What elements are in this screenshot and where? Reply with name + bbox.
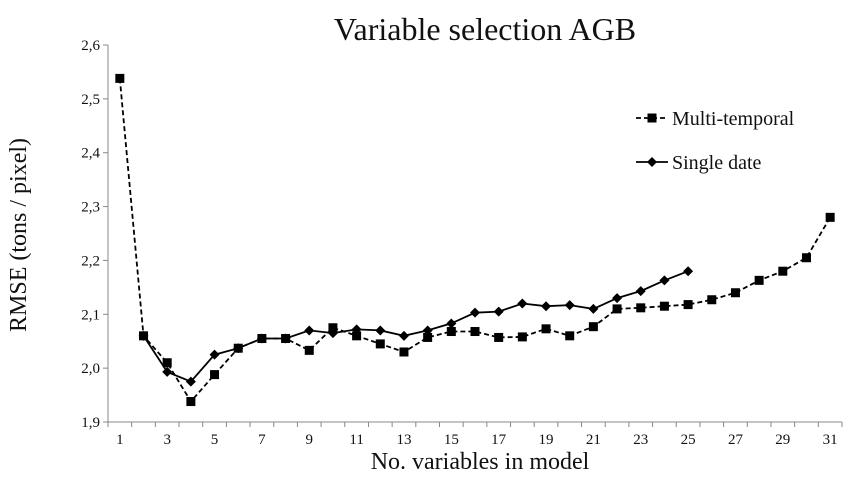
data-point-single-date [635,286,646,297]
y-axis-ticks: 1,9 2,0 2,1 2,2 2,3 2,4 2,5 2,6 [81,38,108,431]
data-point-single-date [375,325,386,336]
x-tick-label: 3 [163,432,171,448]
data-point-single-date [398,330,409,341]
data-point-multi-temporal [612,304,622,314]
data-point-single-date [541,301,552,312]
data-point-single-date [327,328,338,339]
y-tick-label: 2,4 [81,146,100,162]
data-point-multi-temporal [707,295,717,305]
data-point-single-date [517,298,528,309]
legend-marker-single-date [647,157,657,167]
data-point-single-date [138,330,149,341]
data-point-single-date [446,318,457,329]
data-point-single-date [422,325,433,336]
x-tick-label: 9 [306,432,314,448]
legend-item-multi-temporal: Multi-temporal [636,108,795,130]
data-point-single-date [280,333,291,344]
data-point-multi-temporal [801,253,811,263]
x-tick-label: 25 [681,432,696,448]
data-point-single-date [493,306,504,317]
data-point-single-date [564,300,575,311]
data-point-multi-temporal [162,358,172,368]
x-tick-label: 13 [396,432,411,448]
data-point-multi-temporal [565,331,575,341]
data-point-multi-temporal [541,324,551,334]
x-tick-label: 5 [211,432,219,448]
data-point-multi-temporal [304,345,314,355]
data-point-single-date [185,376,196,387]
x-tick-label: 19 [539,432,554,448]
data-point-multi-temporal [494,332,504,342]
series-layer [115,73,835,407]
data-point-multi-temporal [636,303,646,313]
x-tick-label: 31 [823,432,838,448]
data-point-single-date [162,366,173,377]
data-point-multi-temporal [778,266,788,276]
data-point-multi-temporal [399,347,409,357]
data-point-single-date [256,333,267,344]
x-tick-label: 15 [444,432,459,448]
y-tick-label: 2,6 [81,38,100,54]
legend-marker-multi-temporal [647,113,657,123]
legend: Multi-temporal Single date [636,108,795,174]
data-point-multi-temporal [186,397,196,407]
legend-item-single-date: Single date [636,152,762,174]
y-tick-label: 1,9 [81,415,100,431]
data-point-single-date [588,303,599,314]
data-point-single-date [683,266,694,277]
data-point-multi-temporal [328,323,338,333]
series-line-single-date [142,270,689,383]
data-point-multi-temporal [446,327,456,337]
legend-label-multi-temporal: Multi-temporal [672,108,795,130]
data-point-multi-temporal [730,288,740,298]
legend-label-single-date: Single date [672,152,762,174]
x-tick-label: 29 [775,432,790,448]
data-point-multi-temporal [423,332,433,342]
data-point-multi-temporal [352,331,362,341]
data-point-single-date [233,343,244,354]
x-tick-label: 17 [491,432,507,448]
x-axis-ticks: 1 3 5 7 9 11 13 15 17 19 21 23 25 27 29 31 [107,422,843,448]
data-point-multi-temporal [210,370,220,380]
x-axis-title: No. variables in model [371,449,590,475]
data-point-multi-temporal [825,212,835,222]
data-point-single-date [612,293,623,304]
x-tick-label: 11 [349,432,363,448]
data-point-multi-temporal [517,332,527,342]
y-tick-label: 2,0 [81,361,100,377]
y-tick-label: 2,1 [81,307,100,323]
x-tick-label: 23 [633,432,648,448]
data-point-single-date [659,275,670,286]
y-tick-label: 2,3 [81,200,100,216]
data-point-multi-temporal [659,301,669,311]
data-point-single-date [351,324,362,335]
data-point-multi-temporal [375,339,385,349]
chart-title: Variable selection AGB [334,11,636,47]
x-tick-label: 1 [116,432,124,448]
data-point-multi-temporal [683,300,693,310]
x-tick-label: 7 [258,432,266,448]
data-point-single-date [209,349,220,360]
data-point-multi-temporal [115,73,125,83]
data-point-single-date [470,307,480,318]
data-point-multi-temporal [470,327,480,337]
y-tick-label: 2,5 [81,92,100,108]
x-tick-label: 21 [586,432,601,448]
y-tick-label: 2,2 [81,253,100,269]
series-single-date [138,266,694,387]
data-point-single-date [304,325,315,336]
data-point-multi-temporal [754,275,764,285]
x-tick-label: 27 [728,432,744,448]
data-point-multi-temporal [588,322,598,332]
y-axis-title: RMSE (tons / pixel) [6,138,32,332]
